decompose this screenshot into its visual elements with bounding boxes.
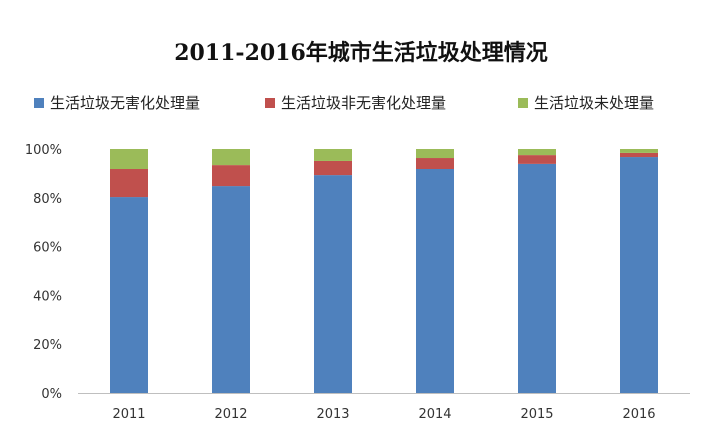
y-tick-label: 0% — [41, 387, 62, 402]
x-tick-label: 2013 — [316, 407, 349, 422]
chart-title: 2011-2016年城市生活垃圾处理情况 — [174, 40, 548, 66]
bar-segment-2016-3 — [620, 149, 658, 153]
y-tick-label: 40% — [33, 289, 62, 304]
y-axis: 0% 20% 40% 60% 80% 100% — [25, 143, 62, 402]
bar-segment-2014-2 — [416, 158, 454, 170]
x-axis: 2011 2012 2013 2014 2015 2016 — [112, 407, 655, 422]
y-tick-label: 60% — [33, 241, 62, 256]
legend-label: 生活垃圾未处理量 — [534, 94, 654, 112]
legend-label: 生活垃圾无害化处理量 — [50, 94, 200, 112]
legend: 生活垃圾无害化处理量 生活垃圾非无害化处理量 生活垃圾未处理量 — [34, 94, 654, 112]
bars — [110, 149, 658, 393]
y-tick-label: 80% — [33, 192, 62, 207]
legend-swatch — [34, 98, 44, 108]
bar-segment-2013-2 — [314, 160, 352, 176]
bar-segment-2012-3 — [212, 149, 250, 166]
x-tick-label: 2012 — [214, 407, 247, 422]
bar-segment-2013-3 — [314, 149, 352, 161]
legend-swatch — [265, 98, 275, 108]
bar-segment-2015-2 — [518, 155, 556, 164]
bar-segment-2013-1 — [314, 175, 352, 393]
legend-label: 生活垃圾非无害化处理量 — [281, 94, 446, 112]
legend-swatch — [518, 98, 528, 108]
y-tick-label: 20% — [33, 338, 62, 353]
x-tick-label: 2016 — [622, 407, 655, 422]
bar-segment-2012-1 — [212, 186, 250, 393]
bar-segment-2015-3 — [518, 149, 556, 156]
bar-segment-2014-1 — [416, 169, 454, 393]
bar-segment-2014-3 — [416, 149, 454, 159]
bar-segment-2011-1 — [110, 197, 148, 393]
bar-segment-2012-2 — [212, 165, 250, 187]
y-tick-label: 100% — [25, 143, 62, 158]
bar-segment-2016-1 — [620, 157, 658, 393]
bar-segment-2011-3 — [110, 149, 148, 170]
bar-segment-2016-2 — [620, 152, 658, 158]
x-tick-label: 2011 — [112, 407, 145, 422]
bar-segment-2015-1 — [518, 163, 556, 393]
x-tick-label: 2015 — [520, 407, 553, 422]
bar-segment-2011-2 — [110, 169, 148, 198]
x-tick-label: 2014 — [418, 407, 451, 422]
